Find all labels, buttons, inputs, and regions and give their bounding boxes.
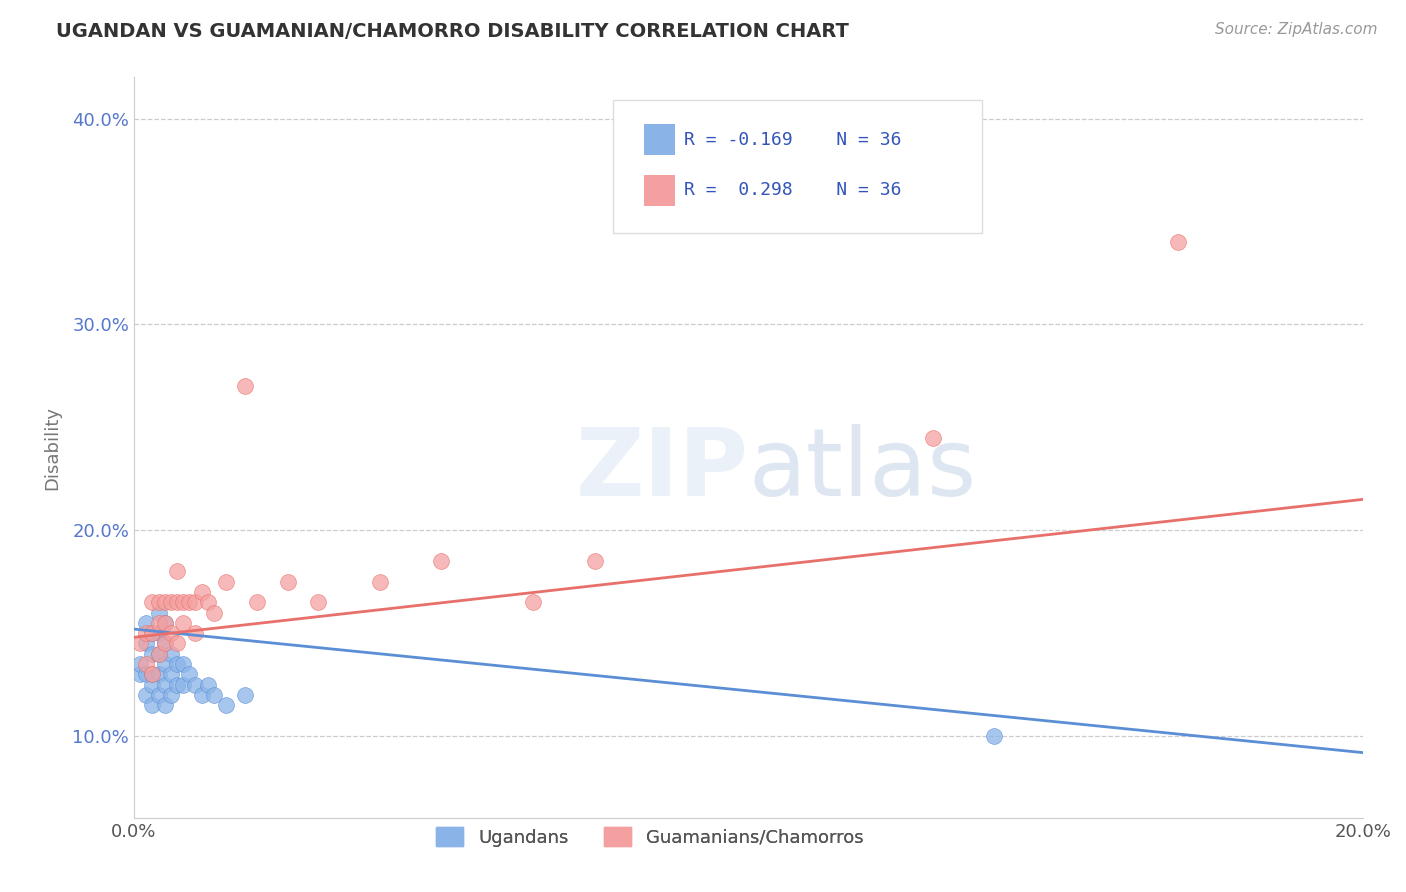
Point bbox=[141, 667, 163, 681]
Point bbox=[202, 606, 225, 620]
Point bbox=[166, 678, 188, 692]
Point bbox=[215, 698, 238, 713]
Point bbox=[190, 688, 212, 702]
Text: R = -0.169    N = 36: R = -0.169 N = 36 bbox=[685, 131, 901, 149]
Point bbox=[135, 626, 157, 640]
Point bbox=[179, 595, 201, 609]
Point bbox=[148, 606, 170, 620]
Point bbox=[197, 595, 219, 609]
Text: R =  0.298    N = 36: R = 0.298 N = 36 bbox=[685, 181, 901, 199]
Point bbox=[159, 667, 181, 681]
Point bbox=[129, 667, 152, 681]
Point bbox=[184, 595, 207, 609]
Point bbox=[129, 657, 152, 671]
Point bbox=[148, 688, 170, 702]
Point bbox=[153, 636, 176, 650]
FancyBboxPatch shape bbox=[644, 175, 675, 206]
Point bbox=[135, 615, 157, 630]
Point bbox=[141, 595, 163, 609]
Point bbox=[172, 657, 194, 671]
Point bbox=[153, 678, 176, 692]
Point bbox=[159, 647, 181, 661]
Point bbox=[179, 667, 201, 681]
Text: UGANDAN VS GUAMANIAN/CHAMORRO DISABILITY CORRELATION CHART: UGANDAN VS GUAMANIAN/CHAMORRO DISABILITY… bbox=[56, 22, 849, 41]
Point bbox=[166, 636, 188, 650]
Point bbox=[153, 595, 176, 609]
Point bbox=[190, 585, 212, 599]
Point bbox=[135, 657, 157, 671]
Point bbox=[159, 626, 181, 640]
Point bbox=[184, 626, 207, 640]
Point bbox=[166, 595, 188, 609]
Point bbox=[172, 678, 194, 692]
Point bbox=[1167, 235, 1189, 249]
Point bbox=[148, 647, 170, 661]
Point bbox=[159, 688, 181, 702]
Point bbox=[135, 688, 157, 702]
Point bbox=[921, 431, 943, 445]
Point bbox=[135, 667, 157, 681]
Point bbox=[430, 554, 453, 568]
Point bbox=[153, 615, 176, 630]
Point bbox=[153, 698, 176, 713]
Point bbox=[135, 636, 157, 650]
Point bbox=[368, 574, 391, 589]
Text: ZIP: ZIP bbox=[575, 425, 748, 516]
Point bbox=[983, 729, 1005, 743]
Point bbox=[307, 595, 329, 609]
Point bbox=[246, 595, 269, 609]
Point bbox=[141, 667, 163, 681]
Point bbox=[153, 657, 176, 671]
Point bbox=[141, 626, 163, 640]
Point bbox=[202, 688, 225, 702]
FancyBboxPatch shape bbox=[644, 124, 675, 155]
Point bbox=[148, 626, 170, 640]
Text: atlas: atlas bbox=[748, 425, 977, 516]
Point bbox=[148, 647, 170, 661]
Point bbox=[141, 698, 163, 713]
Point bbox=[148, 667, 170, 681]
Point bbox=[277, 574, 299, 589]
Point bbox=[166, 565, 188, 579]
Point bbox=[141, 678, 163, 692]
Point bbox=[141, 626, 163, 640]
Point bbox=[148, 615, 170, 630]
Point bbox=[148, 595, 170, 609]
Y-axis label: Disability: Disability bbox=[44, 406, 60, 490]
Point bbox=[583, 554, 606, 568]
Point bbox=[215, 574, 238, 589]
Point bbox=[159, 595, 181, 609]
Point bbox=[166, 657, 188, 671]
Point bbox=[522, 595, 544, 609]
FancyBboxPatch shape bbox=[613, 100, 981, 233]
Point bbox=[153, 636, 176, 650]
Point bbox=[141, 647, 163, 661]
Point bbox=[172, 595, 194, 609]
Point bbox=[233, 688, 256, 702]
Point bbox=[197, 678, 219, 692]
Point bbox=[233, 379, 256, 393]
Point bbox=[172, 615, 194, 630]
Text: Source: ZipAtlas.com: Source: ZipAtlas.com bbox=[1215, 22, 1378, 37]
Legend: Ugandans, Guamanians/Chamorros: Ugandans, Guamanians/Chamorros bbox=[429, 820, 870, 854]
Point bbox=[153, 615, 176, 630]
Point bbox=[184, 678, 207, 692]
Point bbox=[129, 636, 152, 650]
